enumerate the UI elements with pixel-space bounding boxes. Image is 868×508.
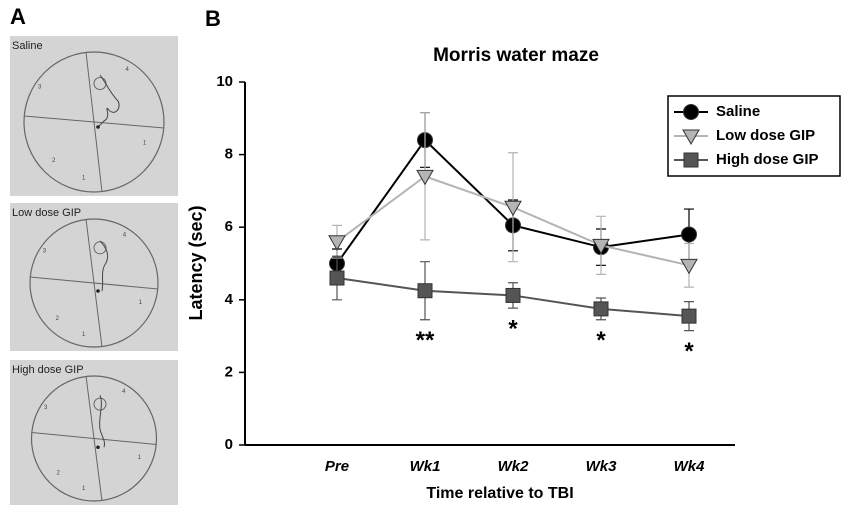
y-tick-label: 8	[225, 146, 233, 163]
marker	[682, 309, 696, 323]
annotation: *	[596, 327, 606, 354]
marker	[329, 236, 345, 250]
y-tick-label: 4	[225, 291, 234, 308]
panel-label: A	[10, 4, 26, 29]
y-tick-label: 10	[216, 73, 233, 90]
marker	[505, 201, 521, 215]
marker	[506, 288, 520, 302]
y-tick-label: 6	[225, 218, 233, 235]
annotation: **	[416, 327, 435, 354]
track-end	[96, 445, 100, 449]
marker	[682, 227, 697, 242]
x-tick-label: Wk1	[410, 458, 441, 475]
x-tick-label: Wk2	[498, 458, 530, 475]
chart-title: Morris water maze	[433, 45, 599, 66]
image-label: High dose GIP	[12, 364, 84, 376]
annotation: *	[684, 338, 694, 365]
y-axis-label: Latency (sec)	[186, 205, 206, 320]
x-tick-label: Pre	[325, 458, 349, 475]
marker	[684, 105, 699, 120]
annotation: *	[508, 315, 518, 342]
figure: A B Morris water maze Time relative to T…	[0, 0, 868, 508]
x-axis-label: Time relative to TBI	[426, 485, 573, 502]
y-tick-label: 0	[225, 436, 233, 453]
x-tick-label: Wk3	[586, 458, 618, 475]
marker	[594, 302, 608, 316]
track-end	[96, 289, 100, 293]
marker	[330, 271, 344, 285]
image-label: Low dose GIP	[12, 207, 81, 219]
legend-label: Saline	[716, 103, 760, 120]
image-label: Saline	[12, 40, 43, 52]
y-tick-label: 2	[225, 363, 233, 380]
legend-label: High dose GIP	[716, 151, 819, 168]
maze-image	[10, 36, 178, 196]
marker	[418, 284, 432, 298]
legend-label: Low dose GIP	[716, 127, 815, 144]
panel-label: B	[205, 6, 221, 31]
marker	[681, 259, 697, 273]
track-end	[96, 125, 100, 129]
marker	[684, 153, 698, 167]
x-tick-label: Wk4	[674, 458, 706, 475]
